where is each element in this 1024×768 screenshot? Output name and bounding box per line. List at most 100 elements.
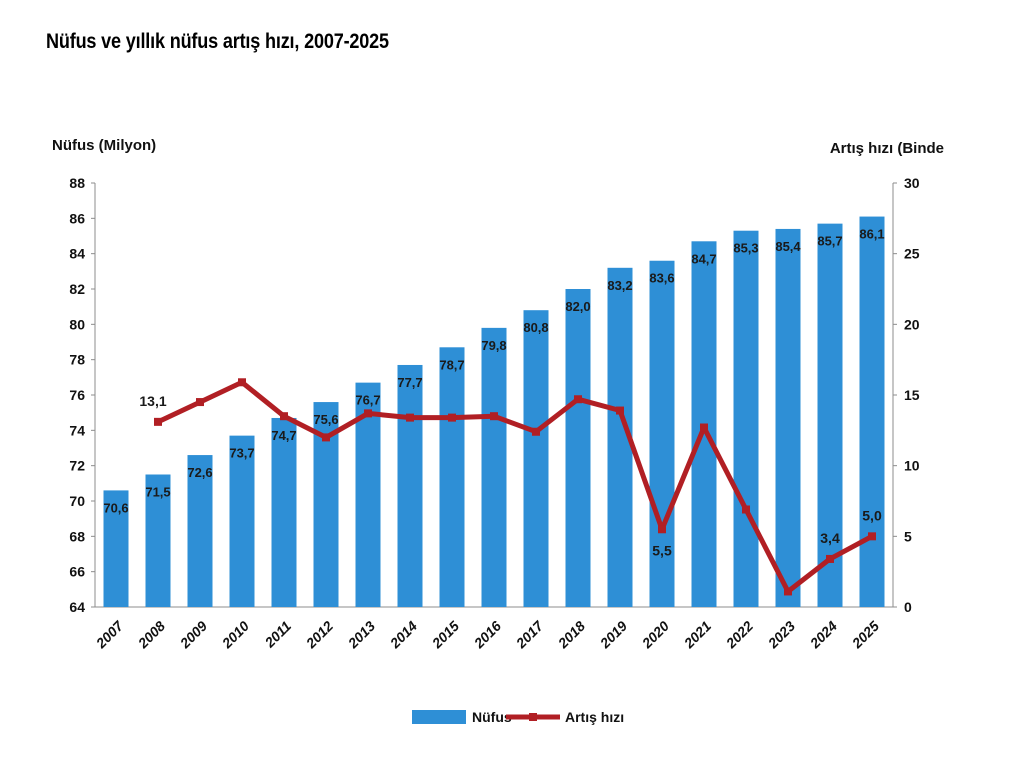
legend-label-nufus: Nüfus <box>472 709 512 725</box>
y-axis-right-label: Artış hızı (Binde <box>830 140 944 157</box>
x-tick-label-2018: 2018 <box>554 618 588 652</box>
bar-label-2010: 73,7 <box>229 446 254 461</box>
point-2016 <box>490 412 498 421</box>
x-tick-label-2008: 2008 <box>134 618 168 652</box>
point-2014 <box>406 413 414 422</box>
x-tick-label-2025: 2025 <box>848 618 882 652</box>
bar-label-2022: 85,3 <box>733 241 758 256</box>
x-tick-label-2009: 2009 <box>176 618 210 652</box>
bar-2015 <box>439 347 465 607</box>
bar-2011 <box>271 417 297 607</box>
bar-label-2023: 85,4 <box>775 239 801 254</box>
y-left-tick-label: 64 <box>69 599 85 615</box>
x-tick-label-2020: 2020 <box>638 618 672 652</box>
point-2025 <box>868 532 876 541</box>
bar-label-2009: 72,6 <box>187 465 212 480</box>
line-label-2020: 5,5 <box>652 542 672 558</box>
x-tick-label-2022: 2022 <box>722 618 756 652</box>
y-left-tick-label: 88 <box>69 175 85 191</box>
point-2010 <box>238 378 246 387</box>
y-left-tick-label: 72 <box>69 458 85 474</box>
point-2019 <box>616 406 624 415</box>
y-left-tick-label: 70 <box>69 493 85 509</box>
y-left-tick-label: 80 <box>69 316 85 332</box>
bar-2008 <box>145 474 171 607</box>
bar-2009 <box>187 455 213 607</box>
x-tick-label-2024: 2024 <box>806 618 840 652</box>
x-tick-label-2019: 2019 <box>596 618 630 652</box>
point-2023 <box>784 587 792 596</box>
bar-2010 <box>229 435 255 607</box>
x-tick-label-2021: 2021 <box>680 618 714 652</box>
point-2008 <box>154 417 162 426</box>
y-left-tick-label: 66 <box>69 564 85 580</box>
bar-label-2018: 82,0 <box>565 299 590 314</box>
bar-2016 <box>481 327 507 607</box>
y-left-tick-label: 84 <box>69 246 85 262</box>
y-left-tick-label: 86 <box>69 210 85 226</box>
y-right-tick-label: 5 <box>904 528 912 544</box>
bar-label-2013: 76,7 <box>355 393 380 408</box>
point-2012 <box>322 433 330 442</box>
bar-2025 <box>859 216 885 608</box>
x-tick-label-2023: 2023 <box>764 618 798 652</box>
point-2022 <box>742 505 750 514</box>
point-2020 <box>658 525 666 534</box>
bar-label-2024: 85,7 <box>817 234 842 249</box>
point-2011 <box>280 412 288 421</box>
point-2024 <box>826 554 834 563</box>
point-2017 <box>532 427 540 436</box>
y-right-tick-label: 10 <box>904 458 920 474</box>
bar-2022 <box>733 230 759 607</box>
line-label-2024: 3,4 <box>820 530 840 546</box>
bar-2023 <box>775 228 801 607</box>
bar-label-2017: 80,8 <box>523 320 548 335</box>
point-2021 <box>700 423 708 432</box>
y-right-tick-label: 25 <box>904 246 920 262</box>
y-left-tick-label: 82 <box>69 281 85 297</box>
legend-label-artis-hizi: Artış hızı <box>565 709 624 725</box>
bar-2017 <box>523 310 549 607</box>
y-right-tick-label: 0 <box>904 599 912 615</box>
bar-label-2021: 84,7 <box>691 251 716 266</box>
y-left-tick-label: 74 <box>69 422 85 438</box>
chart-title: Nüfus ve yıllık nüfus artış hızı, 2007-2… <box>46 30 389 53</box>
bar-2007 <box>103 490 129 607</box>
x-tick-label-2016: 2016 <box>470 618 504 652</box>
x-tick-label-2015: 2015 <box>428 618 462 652</box>
line-artis-hizi <box>156 379 874 594</box>
y-right-tick-label: 15 <box>904 387 920 403</box>
legend-swatch-nufus <box>412 710 466 724</box>
point-2009 <box>196 398 204 407</box>
y-left-tick-label: 78 <box>69 352 85 368</box>
bar-2018 <box>565 289 591 607</box>
bar-2014 <box>397 364 423 607</box>
bar-2020 <box>649 260 675 607</box>
point-2013 <box>364 409 372 418</box>
x-tick-label-2007: 2007 <box>92 617 127 652</box>
bar-label-2019: 83,2 <box>607 278 632 293</box>
x-tick-label-2010: 2010 <box>218 618 252 652</box>
x-tick-label-2017: 2017 <box>512 617 547 652</box>
point-2018 <box>574 395 582 404</box>
line-label-2008: 13,1 <box>139 393 166 409</box>
bar-label-2020: 83,6 <box>649 271 674 286</box>
y-left-tick-label: 76 <box>69 387 85 403</box>
bar-2024 <box>817 223 843 607</box>
bar-label-2012: 75,6 <box>313 412 338 427</box>
x-tick-label-2011: 2011 <box>261 618 294 651</box>
y-left-tick-label: 68 <box>69 528 85 544</box>
bar-label-2014: 77,7 <box>397 375 422 390</box>
y-right-tick-label: 30 <box>904 175 920 191</box>
bar-label-2007: 70,6 <box>103 500 128 515</box>
line-label-2025: 5,0 <box>862 507 882 523</box>
bar-label-2025: 86,1 <box>859 227 884 242</box>
y-axis-left-label: Nüfus (Milyon) <box>52 137 156 154</box>
bar-label-2008: 71,5 <box>145 485 170 500</box>
x-tick-label-2013: 2013 <box>344 618 378 652</box>
point-2015 <box>448 413 456 422</box>
bar-label-2011: 74,7 <box>271 428 296 443</box>
x-tick-label-2012: 2012 <box>302 618 336 652</box>
legend-marker-artis-hizi <box>529 713 537 721</box>
